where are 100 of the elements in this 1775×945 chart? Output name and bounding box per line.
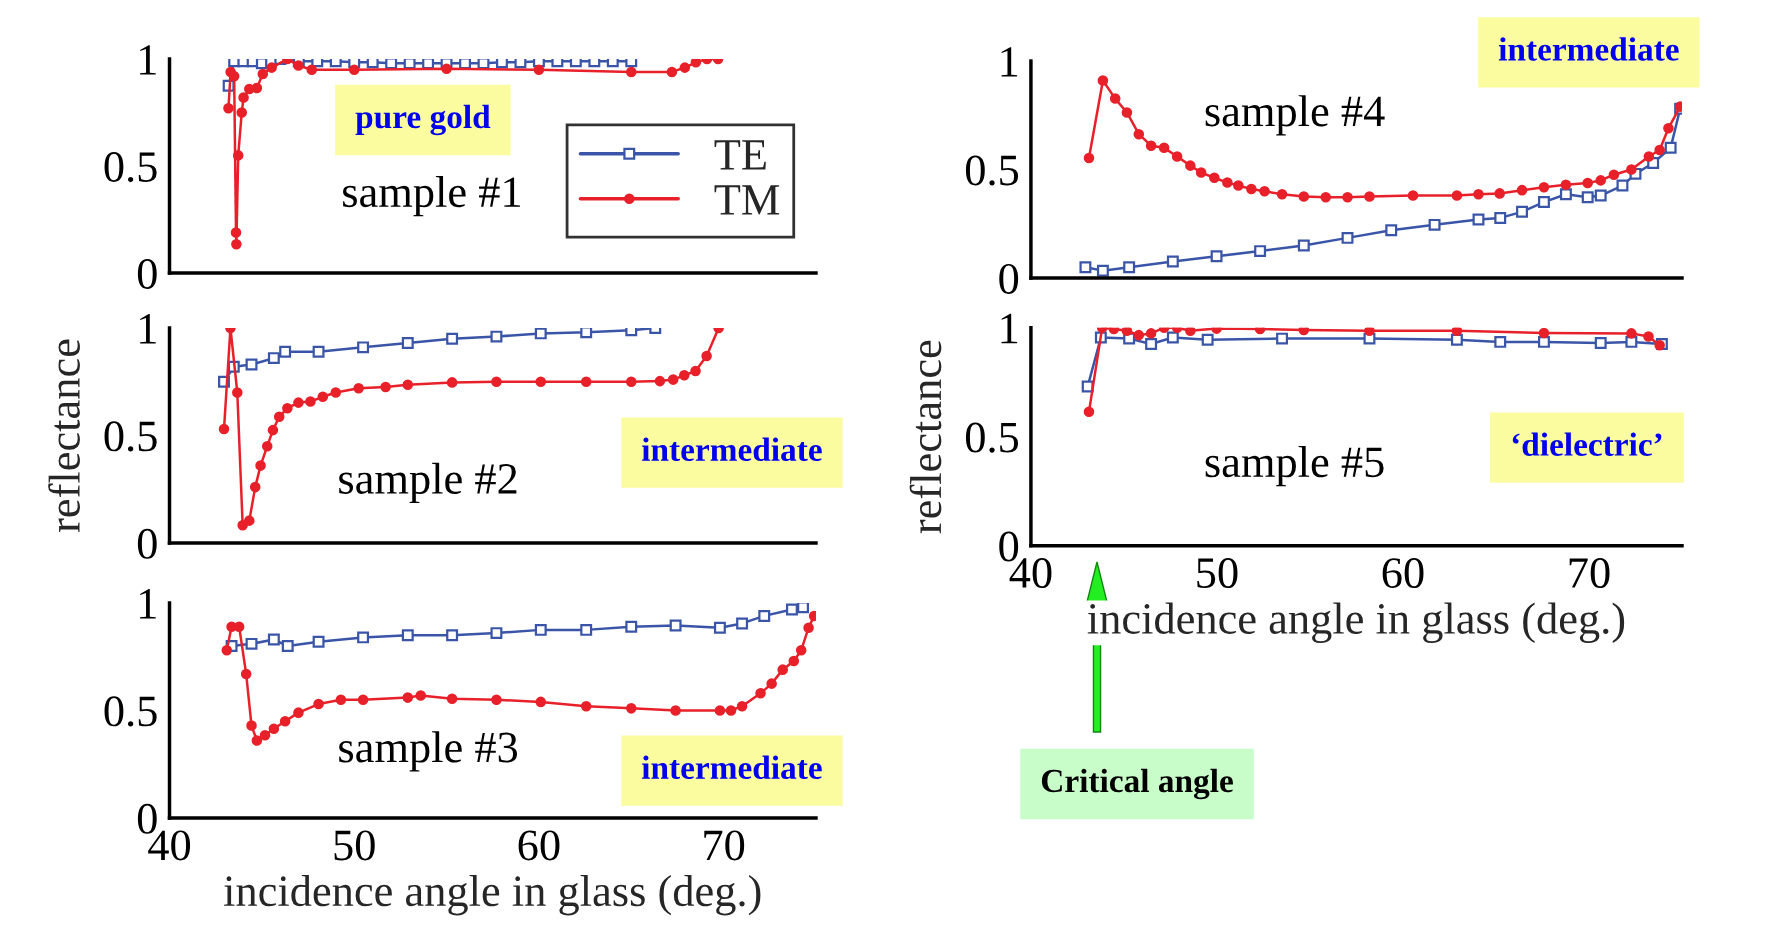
point [496, 59, 508, 69]
point [690, 365, 701, 377]
point [1233, 180, 1244, 191]
point [240, 668, 252, 680]
point [514, 59, 527, 69]
x-tick-label: 60 [1382, 558, 1424, 589]
point [679, 62, 691, 73]
point [261, 440, 273, 452]
point [1133, 128, 1145, 140]
x-tick-label: 60 [518, 830, 560, 861]
point [1364, 191, 1375, 202]
annotation: intermediate [641, 755, 822, 780]
point [245, 637, 258, 650]
x-axis-title: incidence angle in glass (deg.) [1087, 602, 1625, 644]
point [245, 358, 258, 371]
point [795, 645, 807, 656]
point [279, 345, 292, 358]
point [446, 629, 459, 642]
point [625, 703, 637, 714]
annotation: sample #5 [1205, 445, 1384, 487]
point [1209, 172, 1220, 184]
point [306, 64, 318, 76]
y-tick-label: 0.5 [965, 155, 1019, 186]
point [1608, 169, 1620, 181]
point [415, 690, 426, 701]
point [1320, 192, 1332, 203]
point [246, 720, 257, 731]
point [231, 238, 242, 250]
point [317, 391, 329, 403]
point [1096, 264, 1109, 277]
point [282, 402, 293, 414]
y-tick-label: 1 [140, 314, 156, 344]
point [1158, 142, 1170, 154]
point [267, 633, 280, 646]
point [1097, 75, 1109, 86]
point [736, 617, 749, 630]
point [803, 622, 814, 633]
point [1195, 167, 1207, 178]
annotation: sample #4 [1205, 95, 1385, 136]
point [268, 723, 280, 735]
point [446, 377, 458, 388]
point [251, 82, 263, 94]
point [313, 698, 324, 710]
point [1166, 255, 1179, 268]
point [1109, 93, 1121, 104]
y-tick-label: 0.5 [104, 696, 157, 727]
point [1246, 183, 1257, 195]
point [1616, 179, 1629, 192]
point [777, 664, 788, 675]
y-tick-label: 1 [140, 589, 156, 619]
point [533, 64, 545, 76]
point [255, 460, 266, 471]
point [1581, 191, 1594, 204]
point [797, 603, 810, 614]
y-axis-title: reflectance [909, 340, 942, 534]
y-axis-title: reflectance [48, 339, 80, 533]
point [267, 352, 280, 365]
point [534, 328, 547, 340]
point [1185, 160, 1196, 171]
point [580, 623, 593, 636]
point [1145, 140, 1157, 151]
point [1407, 190, 1419, 201]
legend-label: TM [714, 185, 780, 215]
point [713, 621, 726, 634]
point [249, 481, 261, 493]
point [1428, 218, 1441, 231]
point [725, 705, 737, 716]
text: Critical angle [1041, 768, 1233, 800]
point [491, 694, 502, 706]
point [1538, 182, 1550, 193]
point [1516, 184, 1528, 196]
point [535, 376, 547, 388]
y-tick-label: 1 [1001, 313, 1018, 344]
point [580, 700, 592, 712]
point [1559, 188, 1572, 201]
point [766, 678, 777, 689]
point [755, 688, 766, 699]
annotation: ‘dielectric’ [1512, 432, 1662, 456]
point [736, 700, 748, 712]
point [353, 382, 364, 394]
point [335, 694, 347, 706]
point [330, 387, 342, 398]
y-tick-label: 0.5 [104, 421, 157, 452]
point [580, 376, 592, 388]
point [401, 337, 414, 350]
point [385, 59, 398, 70]
x-tick-label: 50 [1197, 558, 1238, 589]
point [1341, 231, 1354, 244]
point [1451, 190, 1463, 201]
point [251, 735, 263, 746]
point [534, 623, 547, 636]
point [357, 631, 370, 644]
point [788, 655, 800, 667]
point [701, 350, 712, 362]
point [221, 645, 233, 656]
point [1298, 191, 1310, 202]
point [232, 387, 243, 398]
point [490, 627, 503, 640]
point [666, 66, 678, 78]
x-tick-label: 70 [1569, 558, 1610, 589]
